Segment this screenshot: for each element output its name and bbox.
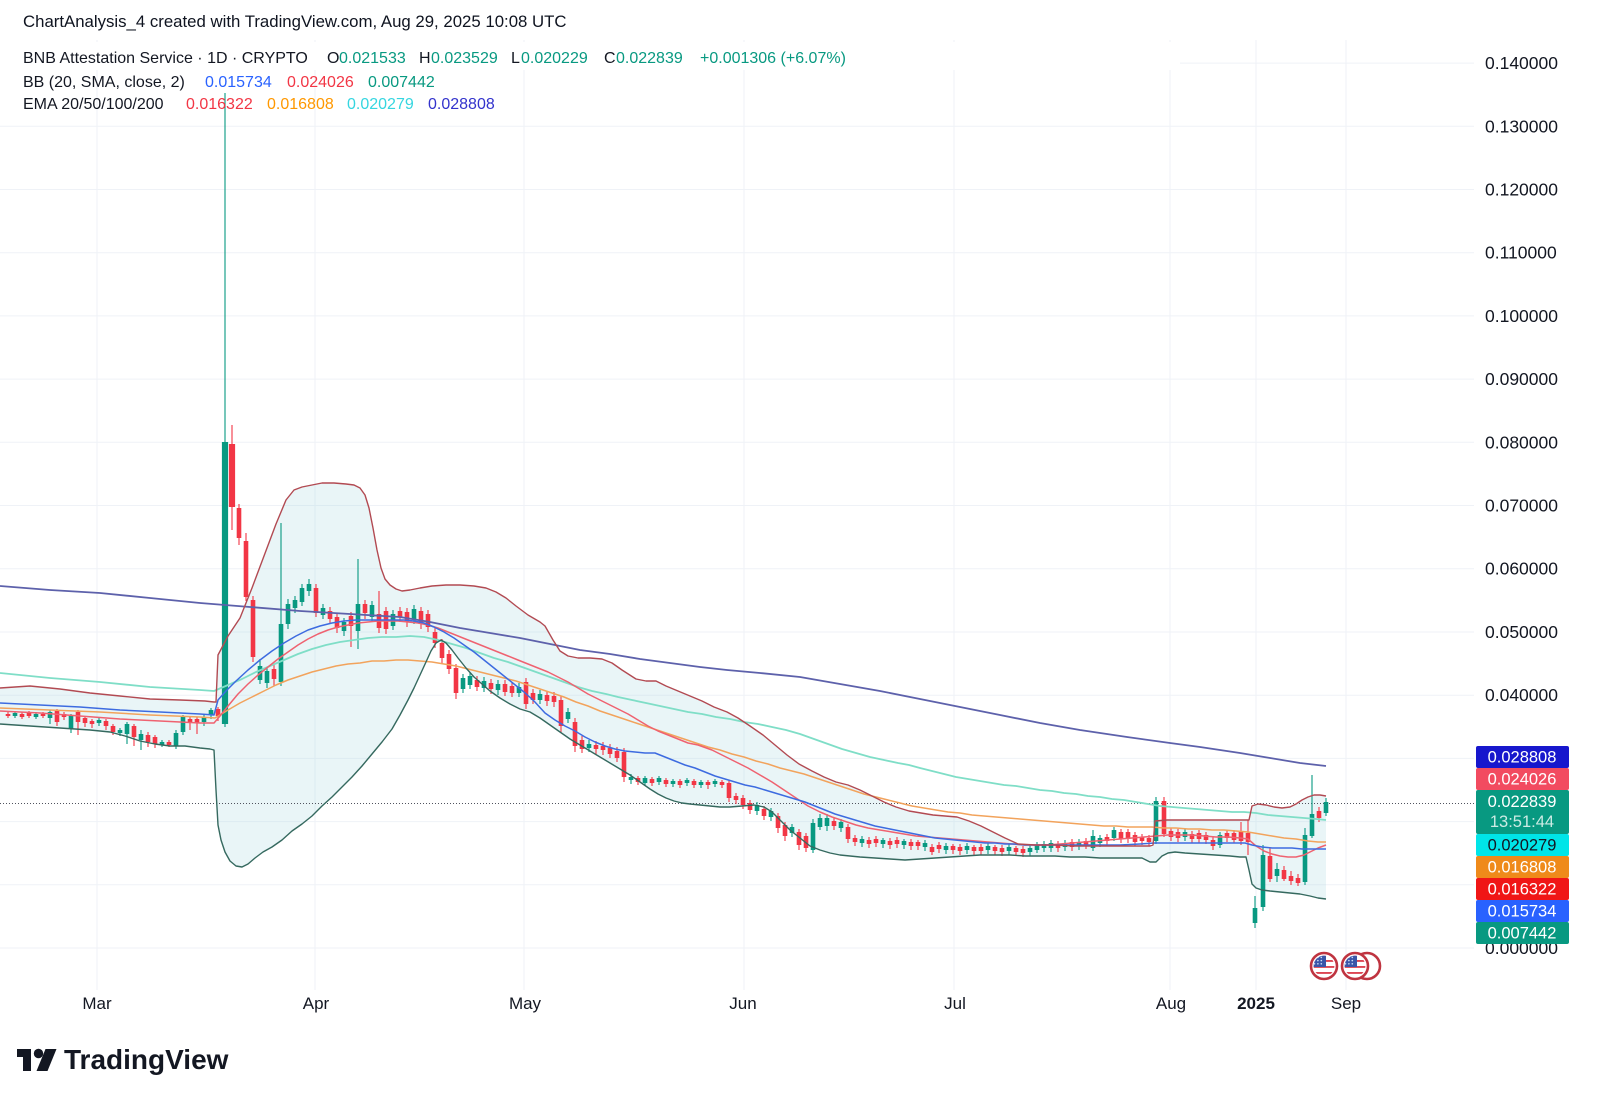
svg-text:13:51:44: 13:51:44 xyxy=(1490,813,1554,831)
svg-text:L: L xyxy=(511,50,520,67)
svg-text:0.120000: 0.120000 xyxy=(1485,179,1558,199)
svg-text:C: C xyxy=(604,50,616,67)
svg-text:Apr: Apr xyxy=(303,994,330,1013)
svg-text:0.090000: 0.090000 xyxy=(1485,369,1558,389)
svg-text:0.140000: 0.140000 xyxy=(1485,53,1558,73)
svg-text:+0.001306 (+6.07%): +0.001306 (+6.07%) xyxy=(700,50,846,67)
svg-text:0.070000: 0.070000 xyxy=(1485,496,1558,516)
svg-text:0.060000: 0.060000 xyxy=(1485,559,1558,579)
svg-text:0.028808: 0.028808 xyxy=(428,96,495,113)
svg-text:Jun: Jun xyxy=(729,994,756,1013)
svg-text:0.110000: 0.110000 xyxy=(1485,243,1557,263)
svg-text:0.016808: 0.016808 xyxy=(1488,859,1557,877)
svg-text:0.015734: 0.015734 xyxy=(1488,903,1557,921)
svg-text:0.130000: 0.130000 xyxy=(1485,116,1558,136)
svg-text:H: H xyxy=(419,50,431,67)
svg-text:0.020279: 0.020279 xyxy=(1488,837,1557,855)
svg-text:0.100000: 0.100000 xyxy=(1485,306,1558,326)
svg-text:EMA 20/50/100/200: EMA 20/50/100/200 xyxy=(23,96,164,113)
svg-text:BB (20, SMA, close, 2): BB (20, SMA, close, 2) xyxy=(23,74,185,91)
svg-text:0.021533: 0.021533 xyxy=(339,50,406,67)
svg-text:0.023529: 0.023529 xyxy=(431,50,498,67)
svg-text:O: O xyxy=(327,50,339,67)
svg-text:Sep: Sep xyxy=(1331,994,1361,1013)
svg-text:2025: 2025 xyxy=(1237,994,1275,1013)
svg-text:0.022839: 0.022839 xyxy=(616,50,683,67)
svg-text:Aug: Aug xyxy=(1156,994,1186,1013)
svg-text:0.007442: 0.007442 xyxy=(1488,925,1557,943)
svg-text:0.016322: 0.016322 xyxy=(1488,881,1557,899)
svg-text:ChartAnalysis_4 created with T: ChartAnalysis_4 created with TradingView… xyxy=(23,12,567,31)
svg-text:0.016808: 0.016808 xyxy=(267,96,334,113)
svg-text:0.080000: 0.080000 xyxy=(1485,432,1558,452)
svg-text:0.020279: 0.020279 xyxy=(347,96,414,113)
svg-text:0.050000: 0.050000 xyxy=(1485,622,1558,642)
svg-text:0.040000: 0.040000 xyxy=(1485,685,1558,705)
svg-text:0.016322: 0.016322 xyxy=(186,96,253,113)
svg-text:0.028808: 0.028808 xyxy=(1488,749,1557,767)
svg-text:0.022839: 0.022839 xyxy=(1488,793,1557,811)
svg-text:0.015734: 0.015734 xyxy=(205,74,272,91)
svg-text:TradingView: TradingView xyxy=(64,1044,229,1075)
svg-text:0.007442: 0.007442 xyxy=(368,74,435,91)
svg-text:0.020229: 0.020229 xyxy=(521,50,588,67)
svg-text:Jul: Jul xyxy=(944,994,966,1013)
svg-text:0.024026: 0.024026 xyxy=(1488,771,1557,789)
svg-text:May: May xyxy=(509,994,542,1013)
svg-text:Mar: Mar xyxy=(82,994,112,1013)
svg-text:BNB Attestation Service · 1D ·: BNB Attestation Service · 1D · CRYPTO xyxy=(23,50,308,67)
svg-text:0.024026: 0.024026 xyxy=(287,74,354,91)
